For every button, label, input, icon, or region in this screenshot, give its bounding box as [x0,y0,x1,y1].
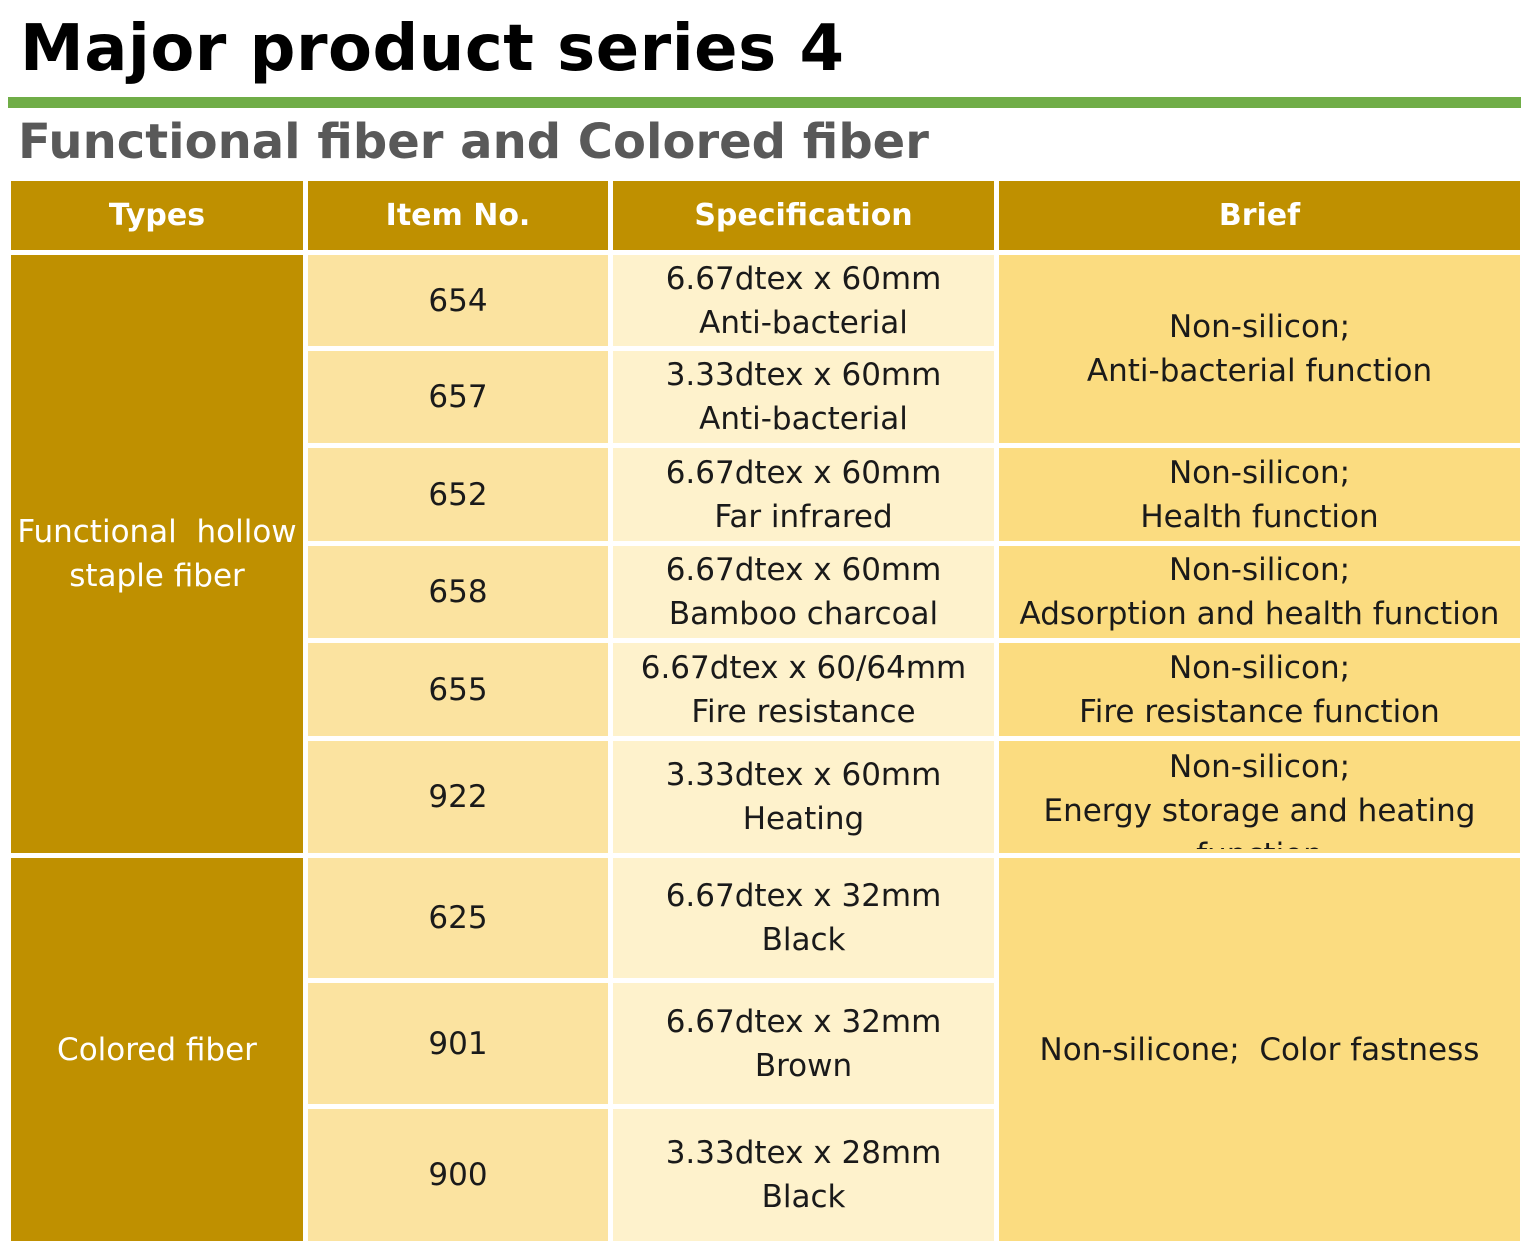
type-cell-functional: Functional hollow staple fiber [6,250,308,858]
item-cell: 901 [303,978,613,1109]
table-row: Functional hollow staple fiber 654 6.67d… [6,250,1523,858]
table-row: 900 3.33dtex x 28mm Black [9,1104,1523,1246]
spec-feature: Anti-bacterial [699,401,908,437]
brief-line: Adsorption and health function [1019,596,1500,632]
table-row: 922 3.33dtex x 60mm Heating Non-silicon;… [9,736,1523,858]
spec-size: 6.67dtex x 60mm [665,260,942,297]
item-cell: 900 [303,1104,613,1246]
item-cell: 658 [303,541,613,643]
spec-feature: Anti-bacterial [699,304,908,341]
table-row: 652 6.67dtex x 60mm Far infrared Non-sil… [9,443,1523,546]
spec-cell: 6.67dtex x 60mm Far infrared [608,443,999,546]
brief-cell: Non-silicon; Health function [994,443,1523,546]
table-row: 901 6.67dtex x 32mm Brown [9,978,1523,1109]
spec-cell: 6.67dtex x 60mm Anti-bacterial [608,250,999,351]
table-row: Colored fiber 625 6.67dtex x 32mm Black … [6,853,1523,1246]
brief-cell: Non-silicon; Anti-bacterial function [994,250,1523,448]
spec-cell: 6.67dtex x 60/64mm Fire resistance [608,638,999,741]
spec-size: 3.33dtex x 28mm [665,1135,942,1171]
spec-feature: Bamboo charcoal [668,596,939,632]
spec-feature: Heating [742,801,865,837]
spec-size: 6.67dtex x 60mm [665,454,942,491]
table-header-row: Types Item No. Specification Brief [6,176,1523,255]
brief-cell: Non-silicone; Color fastness [994,853,1523,1246]
item-cell: 922 [303,736,613,858]
brief-line: Anti-bacterial function [1086,353,1433,389]
table-row: 658 6.67dtex x 60mm Bamboo charcoal Non-… [9,541,1523,643]
item-cell: 657 [303,346,613,448]
spec-cell: 3.33dtex x 60mm Heating [608,736,999,858]
product-table: Types Item No. Specification Brief Funct… [6,176,1523,1246]
brief-cell: Non-silicon; Adsorption and health funct… [994,541,1523,643]
spec-cell: 6.67dtex x 32mm Black [608,853,999,983]
spec-cell: 6.67dtex x 60mm Bamboo charcoal [608,541,999,643]
header-item-no: Item No. [303,176,613,255]
header-types: Types [6,176,308,255]
brief-line: Energy storage and heating [1043,793,1476,829]
brief-line: Non-silicon; [1168,749,1351,785]
spec-feature: Far infrared [714,498,893,535]
brief-cell: Non-silicon; Energy storage and heating … [994,736,1523,858]
spec-feature: Brown [754,1047,853,1084]
brief-line: Non-silicone; Color fastness [1039,1031,1480,1068]
brief-line: Non-silicon; [1168,454,1351,491]
brief-line: Non-silicon; [1168,649,1351,686]
brief-line: Fire resistance function [1079,693,1440,730]
table-row: 655 6.67dtex x 60/64mm Fire resistance N… [9,638,1523,741]
header-brief: Brief [994,176,1523,255]
brief-line: Non-silicon; [1168,552,1351,588]
type-line: staple fiber [69,558,245,594]
type-line: Functional hollow [17,514,297,550]
spec-cell: 6.67dtex x 32mm Brown [608,978,999,1109]
brief-line: function [1003,833,1516,849]
type-line: Colored fiber [57,1031,257,1068]
item-cell: 655 [303,638,613,741]
page-title: Major product series 4 [20,12,845,86]
brief-line: Health function [1140,498,1379,535]
spec-size: 6.67dtex x 60mm [665,552,942,588]
spec-size: 6.67dtex x 32mm [665,878,942,914]
spec-size: 3.33dtex x 60mm [665,757,942,793]
spec-size: 3.33dtex x 60mm [665,357,942,393]
spec-cell: 3.33dtex x 28mm Black [608,1104,999,1246]
table-row: 657 3.33dtex x 60mm Anti-bacterial [9,346,1523,448]
page-subtitle: Functional fiber and Colored fiber [18,114,929,170]
brief-line: Non-silicon; [1168,309,1351,345]
spec-size: 6.67dtex x 32mm [665,1003,942,1040]
title-divider [8,97,1521,108]
spec-size: 6.67dtex x 60/64mm [640,649,967,686]
spec-feature: Black [761,1179,846,1215]
item-cell: 625 [303,853,613,983]
type-cell-colored: Colored fiber [6,853,308,1246]
spec-cell: 3.33dtex x 60mm Anti-bacterial [608,346,999,448]
spec-feature: Black [761,922,846,958]
brief-cell: Non-silicon; Fire resistance function [994,638,1523,741]
spec-feature: Fire resistance [691,693,916,730]
item-cell: 654 [303,250,613,351]
item-cell: 652 [303,443,613,546]
header-specification: Specification [608,176,999,255]
